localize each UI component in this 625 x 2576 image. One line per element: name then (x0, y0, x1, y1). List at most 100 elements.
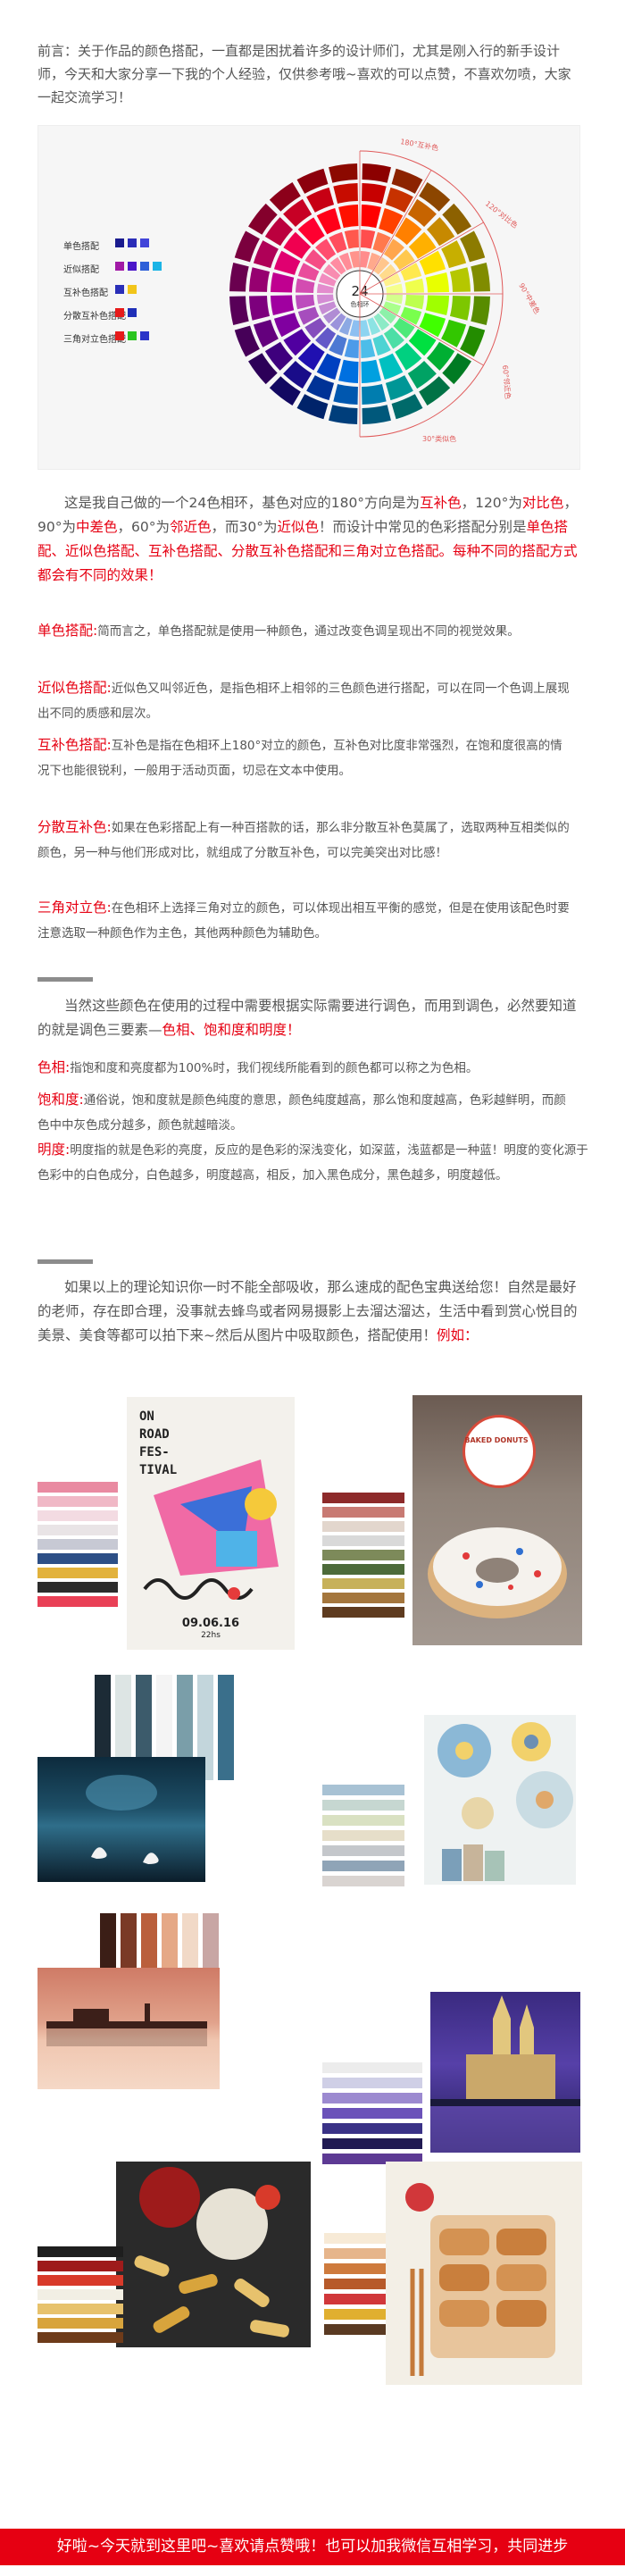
wheel-segment (229, 263, 249, 292)
wheel-segment (234, 325, 260, 357)
wheel-segment (362, 163, 391, 183)
wheel-segment (297, 306, 320, 325)
wheel-segment (333, 383, 358, 405)
wheel-segment (419, 182, 451, 212)
pasta-image (116, 2162, 311, 2347)
wheel-segment (361, 359, 381, 383)
wheel-segment (297, 342, 325, 371)
wheel-segment (393, 317, 415, 339)
color-swatch (38, 1582, 118, 1593)
section2-text: 当然这些颜色在使用的过程中需要根据实际需要进行调色，而用到调色，必然要知道的就是… (38, 998, 577, 1038)
legend-item-split: 分散互补色搭配 (63, 303, 206, 326)
color-swatch (322, 1800, 404, 1811)
wheel-segment (296, 295, 315, 310)
spring-rolls-image (386, 2162, 582, 2385)
color-swatch (38, 1525, 118, 1535)
swans-image (38, 1757, 205, 1882)
angle-arc (359, 150, 504, 438)
color-wheel-panel: 单色搭配 近似搭配 互补色搭配 分散互补色搭配 三角对立色搭配 24 色相环 180… (38, 125, 580, 470)
color-swatch (322, 1607, 404, 1618)
cathedral-image (430, 1992, 580, 2153)
wheel-segment (318, 301, 337, 315)
wheel-segment (271, 272, 295, 293)
section-divider (38, 1259, 93, 1264)
color-swatch (38, 2289, 123, 2300)
wheel-segment (425, 295, 449, 315)
wheel-segment (373, 313, 390, 331)
color-swatch (322, 1785, 404, 1795)
pier-image (38, 1968, 220, 2089)
color-swatch (322, 2093, 422, 2103)
wheel-segment (253, 240, 279, 269)
color-swatch (322, 2062, 422, 2073)
palette-2 (322, 1493, 404, 1621)
wheel-segment (296, 278, 315, 293)
color-swatch (177, 1675, 193, 1780)
poster-date: 09.06.16 (181, 1617, 240, 1630)
wheel-segment (391, 394, 423, 420)
wheel-segment (385, 187, 413, 213)
wheel-segment (383, 301, 402, 315)
color-swatch (95, 1675, 111, 1780)
wheel-segment (317, 294, 334, 305)
legend-item-analog: 近似搭配 (63, 256, 206, 280)
color-swatch (218, 1675, 234, 1780)
section-divider (38, 977, 93, 982)
wheel-segment (329, 231, 347, 254)
wheel-segment (304, 249, 327, 271)
wheel-segment (322, 307, 341, 324)
wheel-segment (442, 203, 471, 235)
color-swatch (322, 1861, 404, 1871)
poster-title-line: ROAD (139, 1427, 170, 1442)
footer-banner: 好啦~今天就到这里吧~喜欢请点赞哦！也可以加我微信互相学习，共同进步 (0, 2529, 625, 2565)
legend-label: 单色搭配 (63, 242, 99, 252)
wheel-segment (449, 296, 471, 321)
legend: 单色搭配 近似搭配 互补色搭配 分散互补色搭配 三角对立色搭配 (63, 233, 206, 349)
color-swatch (38, 2332, 123, 2343)
legend-label: 互补色搭配 (63, 289, 108, 298)
color-swatch (322, 2078, 422, 2088)
wheel-segment (367, 252, 381, 271)
wheel-segment (338, 359, 359, 383)
wheel-segment (318, 272, 337, 287)
palette-6 (322, 2062, 422, 2169)
wheel-segment (329, 256, 346, 275)
wheel-segment (333, 183, 358, 205)
wheel-segment (248, 203, 278, 235)
section3-text: 如果以上的理论知识你一时不能全部吸收，那么速成的配色宝典送给您！自然是最好的老师… (38, 1279, 578, 1343)
color-swatch (38, 1539, 118, 1550)
color-swatch (38, 1568, 118, 1578)
wheel-segment (386, 283, 403, 294)
color-swatch (322, 1830, 404, 1841)
palette-7 (38, 2246, 123, 2346)
wheel-segment (283, 198, 312, 228)
wheel-segment (306, 375, 335, 401)
wheel-segment (400, 306, 422, 325)
wheel-segment (269, 182, 301, 212)
wheel-segment (361, 205, 381, 229)
color-swatch (322, 1876, 404, 1886)
wheel-segment (329, 313, 346, 331)
color-swatch (38, 2246, 123, 2257)
wheel-segment (362, 183, 387, 205)
wheel-segment (385, 375, 413, 401)
color-swatch (38, 1482, 118, 1493)
color-swatch (322, 1550, 404, 1560)
legend-label: 分散互补色搭配 (63, 312, 126, 322)
term-mono: 单色搭配:简而言之，单色搭配就是使用一种颜色，通过改变色调呈现出不同的视觉效果。 (38, 623, 520, 639)
wheel-segment (360, 251, 371, 268)
color-swatch (38, 1553, 118, 1564)
color-swatch (38, 2318, 123, 2329)
wheel-segment (383, 238, 404, 261)
wheel-segment (372, 231, 391, 254)
wheel-segment (344, 230, 359, 249)
wheel-segment (449, 267, 471, 292)
color-swatch (38, 1510, 118, 1521)
wheel-segment (471, 296, 490, 325)
wheel-description: 这是我自己做的一个24色相环，基色对应的180°方向是为互补色，120°为对比色… (38, 495, 578, 583)
wheel-segment (386, 294, 403, 305)
color-swatch (38, 1496, 118, 1507)
wheel-segment (338, 252, 353, 271)
legend-item-complement: 互补色搭配 (63, 280, 206, 303)
